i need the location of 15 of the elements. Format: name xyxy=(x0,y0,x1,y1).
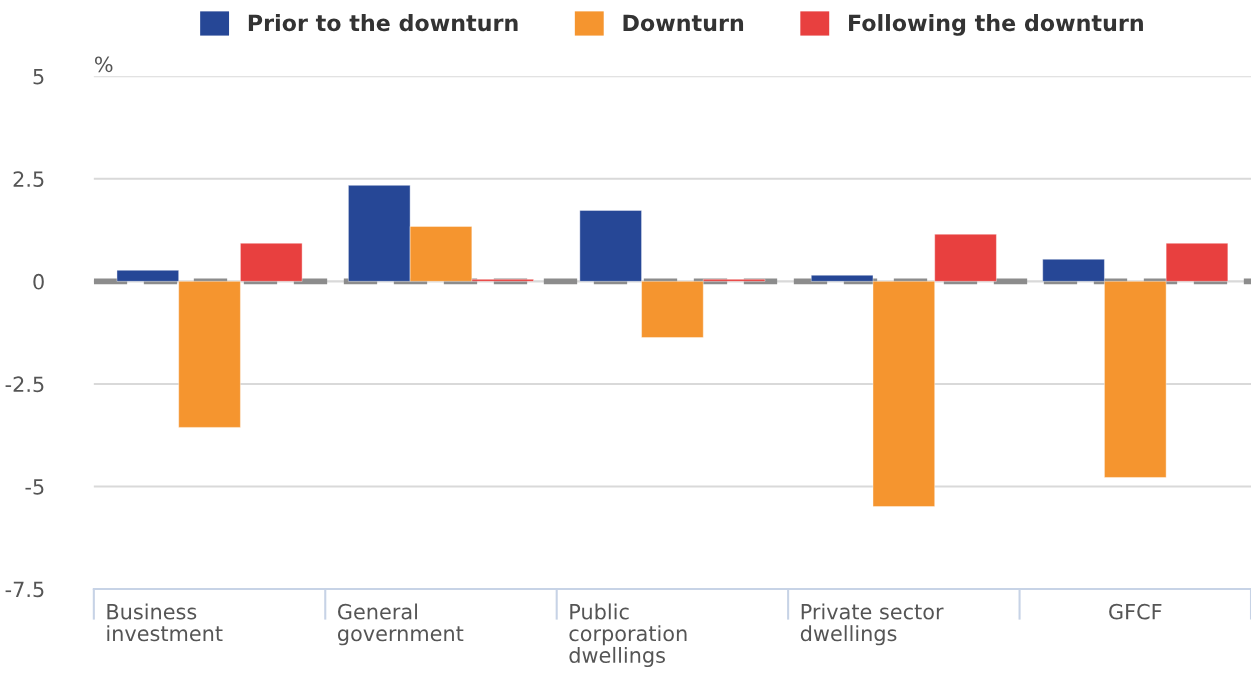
legend-label: Following the downturn xyxy=(849,14,1143,36)
y-axis-title: % xyxy=(94,56,113,73)
x-tick-label: Public corporation dwellings xyxy=(569,603,687,668)
x-tick-label: GFCF xyxy=(1109,603,1162,620)
legend-label: Downturn xyxy=(623,14,744,32)
x-tick-label: Business investment xyxy=(107,603,223,642)
y-tick-label: -2.5 xyxy=(5,376,44,393)
y-tick-label: 2.5 xyxy=(13,171,44,188)
y-tick-label: -7.5 xyxy=(5,581,44,598)
legend-label: Prior to the downturn xyxy=(248,14,518,32)
x-tick-label: General government xyxy=(337,603,464,646)
y-tick-label: -5 xyxy=(25,479,44,495)
y-tick-label: 5 xyxy=(33,68,44,85)
y-tick-label: 0 xyxy=(33,273,44,290)
x-tick-label: Private sector dwellings xyxy=(800,603,944,646)
